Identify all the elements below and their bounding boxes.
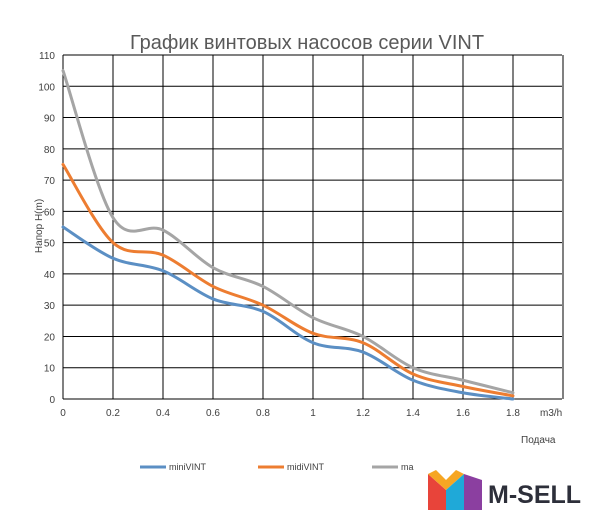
x-tick-label: 0.6	[206, 408, 220, 419]
x-axis-ticks: 0 0.2 0.4 0.6 0.8 1 1.2 1.4 1.6 1.8	[60, 408, 520, 419]
y-tick-label: 100	[38, 82, 55, 93]
series-line-midiVINT	[61, 162, 515, 398]
x-tick-label: 0.2	[106, 408, 120, 419]
y-tick-label: 80	[44, 145, 56, 156]
y-tick-label: 60	[44, 207, 56, 218]
series-line-ma	[61, 69, 515, 395]
y-axis-label: Напор H(m)	[34, 199, 45, 253]
y-tick-label: 50	[44, 239, 56, 250]
y-tick-label: 70	[44, 176, 56, 187]
x-tick-label: 1.6	[456, 408, 470, 419]
brand-name: M-SELL	[488, 481, 581, 509]
x-tick-label: 1.2	[356, 408, 370, 419]
y-axis-ticks: 0 10 20 30 40 50 60 70 80 90 100 110	[38, 51, 55, 406]
y-tick-label: 40	[44, 270, 56, 281]
x-tick-label: 1	[310, 408, 316, 419]
x-tick-label: 1.8	[506, 408, 520, 419]
chart-title: График винтовых насосов серии VINT	[130, 32, 484, 54]
chart-legend: miniVINT midiVINT ma	[140, 462, 414, 472]
y-tick-label: 20	[44, 332, 56, 343]
chart-series	[61, 69, 515, 401]
x-tick-label: 1.4	[406, 408, 420, 419]
legend-label: miniVINT	[169, 462, 207, 472]
x-axis-label: Подача	[521, 435, 556, 446]
y-tick-label: 0	[49, 395, 55, 406]
y-tick-label: 10	[44, 364, 56, 375]
x-tick-label: 0.8	[256, 408, 270, 419]
legend-label: ma	[401, 462, 414, 472]
x-tick-label: 0.4	[156, 408, 170, 419]
series-line-miniVINT	[61, 225, 515, 401]
x-tick-label: 0	[60, 408, 66, 419]
legend-label: midiVINT	[287, 462, 325, 472]
x-axis-unit: m3/h	[540, 408, 562, 419]
y-tick-label: 110	[39, 51, 55, 62]
m-logo-icon	[428, 470, 482, 510]
y-tick-label: 90	[44, 114, 56, 125]
y-tick-label: 30	[44, 301, 56, 312]
brand-logo: M-SELL	[420, 464, 602, 524]
